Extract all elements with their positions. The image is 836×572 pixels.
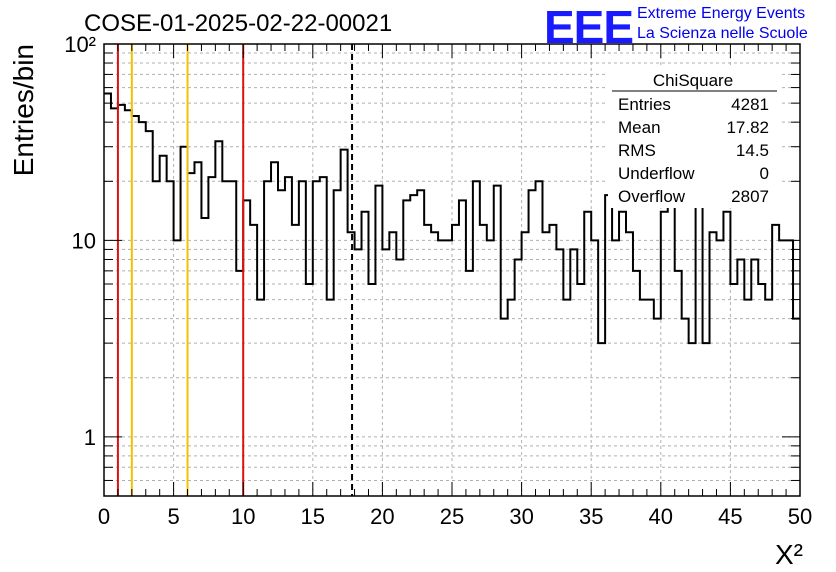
stats-value-rms: 14.5 [736,141,769,160]
x-tick-label: 10 [231,504,255,529]
y-tick-label: 10 [72,228,96,253]
x-tick-label: 50 [788,504,812,529]
axes-layer: 0 5 10 15 20 25 30 35 40 45 50 1 10 10² [64,32,812,529]
stats-value-entries: 4281 [731,95,769,114]
histogram-layer [104,92,800,345]
y-tick-label: 1 [84,425,96,450]
histogram-series [104,92,800,345]
x-tick-label: 15 [301,504,325,529]
x-tick-label: 30 [509,504,533,529]
stats-label-underflow: Underflow [618,164,695,183]
chart-title: COSE-01-2025-02-22-00021 [84,10,393,37]
x-axis-label: X² [775,539,803,570]
x-tick-label: 45 [718,504,742,529]
reference-lines-layer [116,44,354,496]
x-tick-label: 40 [649,504,673,529]
x-tick-label: 20 [370,504,394,529]
stats-label-entries: Entries [618,95,671,114]
x-tick-label: 35 [579,504,603,529]
stats-value-mean: 17.82 [726,118,769,137]
stats-label-overflow: Overflow [618,187,686,206]
x-tick-label: 0 [98,504,110,529]
org-name-line2: La Scienza nelle Scuole [637,25,808,42]
stats-box: ChiSquare Entries 4281 Mean 17.82 RMS 14… [608,68,780,208]
stats-box-title: ChiSquare [653,71,733,90]
y-tick-label: 10² [64,32,96,57]
y-axis-label: Entries/bin [8,44,39,176]
stats-label-rms: RMS [618,141,656,160]
grid-layer [104,44,800,496]
stats-label-mean: Mean [618,118,661,137]
stats-value-underflow: 0 [760,164,769,183]
stats-value-overflow: 2807 [731,187,769,206]
x-tick-label: 5 [167,504,179,529]
x-tick-label: 25 [440,504,464,529]
org-name-line1: Extreme Energy Events [637,5,806,22]
